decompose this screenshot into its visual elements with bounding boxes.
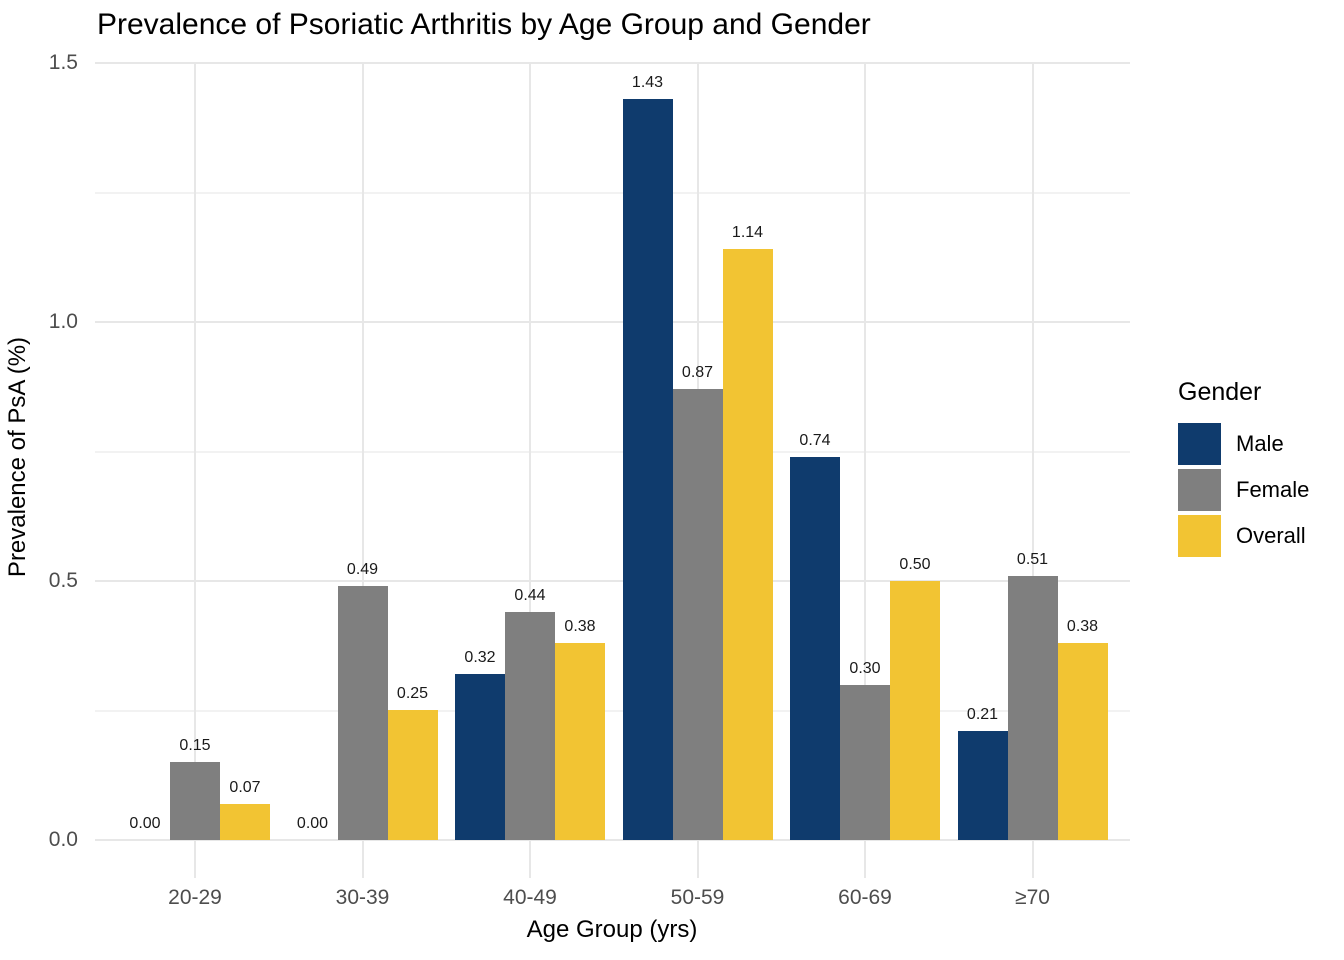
legend-swatch-male [1178,423,1221,465]
legend-swatch-female [1178,469,1221,511]
bar-male-40-49 [455,674,505,840]
gridline-minor-horizontal [95,450,1130,453]
legend-label: Female [1236,477,1310,502]
bar-value-label: 0.49 [346,561,379,578]
bar-value-label: 0.00 [296,815,329,832]
y-tick-label: 1.0 [48,310,78,333]
gridline-major-vertical [361,63,364,878]
legend-item-female: Female [1178,469,1309,511]
legend-title: Gender [1178,378,1262,406]
bar-male-≥70 [957,731,1008,840]
bar-overall-20-29 [220,804,270,840]
bar-value-label: 0.51 [1016,551,1049,568]
gridline-major-vertical [529,63,531,878]
gridline-major-horizontal [95,580,1130,582]
y-tick-label: 0.5 [48,569,78,592]
bar-female-30-39 [337,586,388,840]
bar-overall-≥70 [1057,643,1108,840]
legend-label: Male [1236,431,1284,456]
x-tick-label: 30-39 [335,886,390,909]
bar-value-label: 0.00 [129,815,161,832]
bar-female-50-59 [672,389,723,840]
gridline-major-horizontal [95,839,1130,841]
bar-female-40-49 [505,612,555,840]
gridline-major-vertical [864,63,866,878]
bar-value-label: 0.21 [966,706,999,723]
bar-female-≥70 [1007,576,1058,840]
legend-swatch-overall [1178,515,1221,557]
x-tick-label: 40-49 [503,886,557,909]
bar-overall-40-49 [555,643,605,840]
bar-overall-60-69 [890,581,940,840]
x-tick-label: 20-29 [168,886,222,909]
bar-male-50-59 [622,99,673,840]
legend-item-male: Male [1178,423,1309,465]
bar-value-label: 1.14 [731,224,764,241]
y-tick-label: 1.5 [48,51,78,74]
bar-value-label: 0.87 [681,364,714,381]
bar-overall-30-39 [387,710,438,840]
x-tick-label: ≥70 [1015,886,1050,909]
legend: Gender Male Female Overall [1178,378,1309,561]
bar-value-label: 1.43 [631,74,664,91]
bar-value-label: 0.44 [514,587,546,604]
bar-female-60-69 [840,685,890,840]
bar-value-label: 0.25 [396,685,429,702]
bar-overall-50-59 [722,249,773,840]
legend-label: Overall [1236,523,1306,548]
bar-value-label: 0.74 [799,432,831,449]
y-tick-label: 0.0 [48,828,78,851]
gridline-major-vertical [194,63,196,878]
bar-value-label: 0.38 [1066,618,1099,635]
x-axis-title: Age Group (yrs) [526,916,698,943]
x-tick-label: 50-59 [670,886,725,909]
bar-value-label: 0.07 [229,779,261,796]
bar-value-label: 0.30 [849,660,881,677]
gridline-major-horizontal [95,62,1130,64]
chart-title: Prevalence of Psoriatic Arthritis by Age… [97,8,871,41]
plot-panel: 0.00 0.15 0.07 0.00 0.49 0.25 0.32 0.44 0.38 1.43… [95,62,1130,878]
bar-value-label: 0.32 [464,649,496,666]
bar-value-label: 0.38 [564,618,596,635]
bar-value-label: 0.15 [179,737,211,754]
legend-item-overall: Overall [1178,515,1309,557]
legend-items: Male Female Overall [1178,423,1309,557]
y-axis-title: Prevalence of PsA (%) [4,336,31,578]
gridline-major-horizontal [95,321,1130,323]
gridline-major-vertical [1031,63,1034,878]
bar-female-20-29 [170,762,220,840]
x-tick-label: 60-69 [838,886,892,909]
bar-male-60-69 [790,457,840,840]
gridline-minor-horizontal [95,709,1130,712]
bar-value-label: 0.50 [899,556,931,573]
gridline-minor-horizontal [95,191,1130,194]
